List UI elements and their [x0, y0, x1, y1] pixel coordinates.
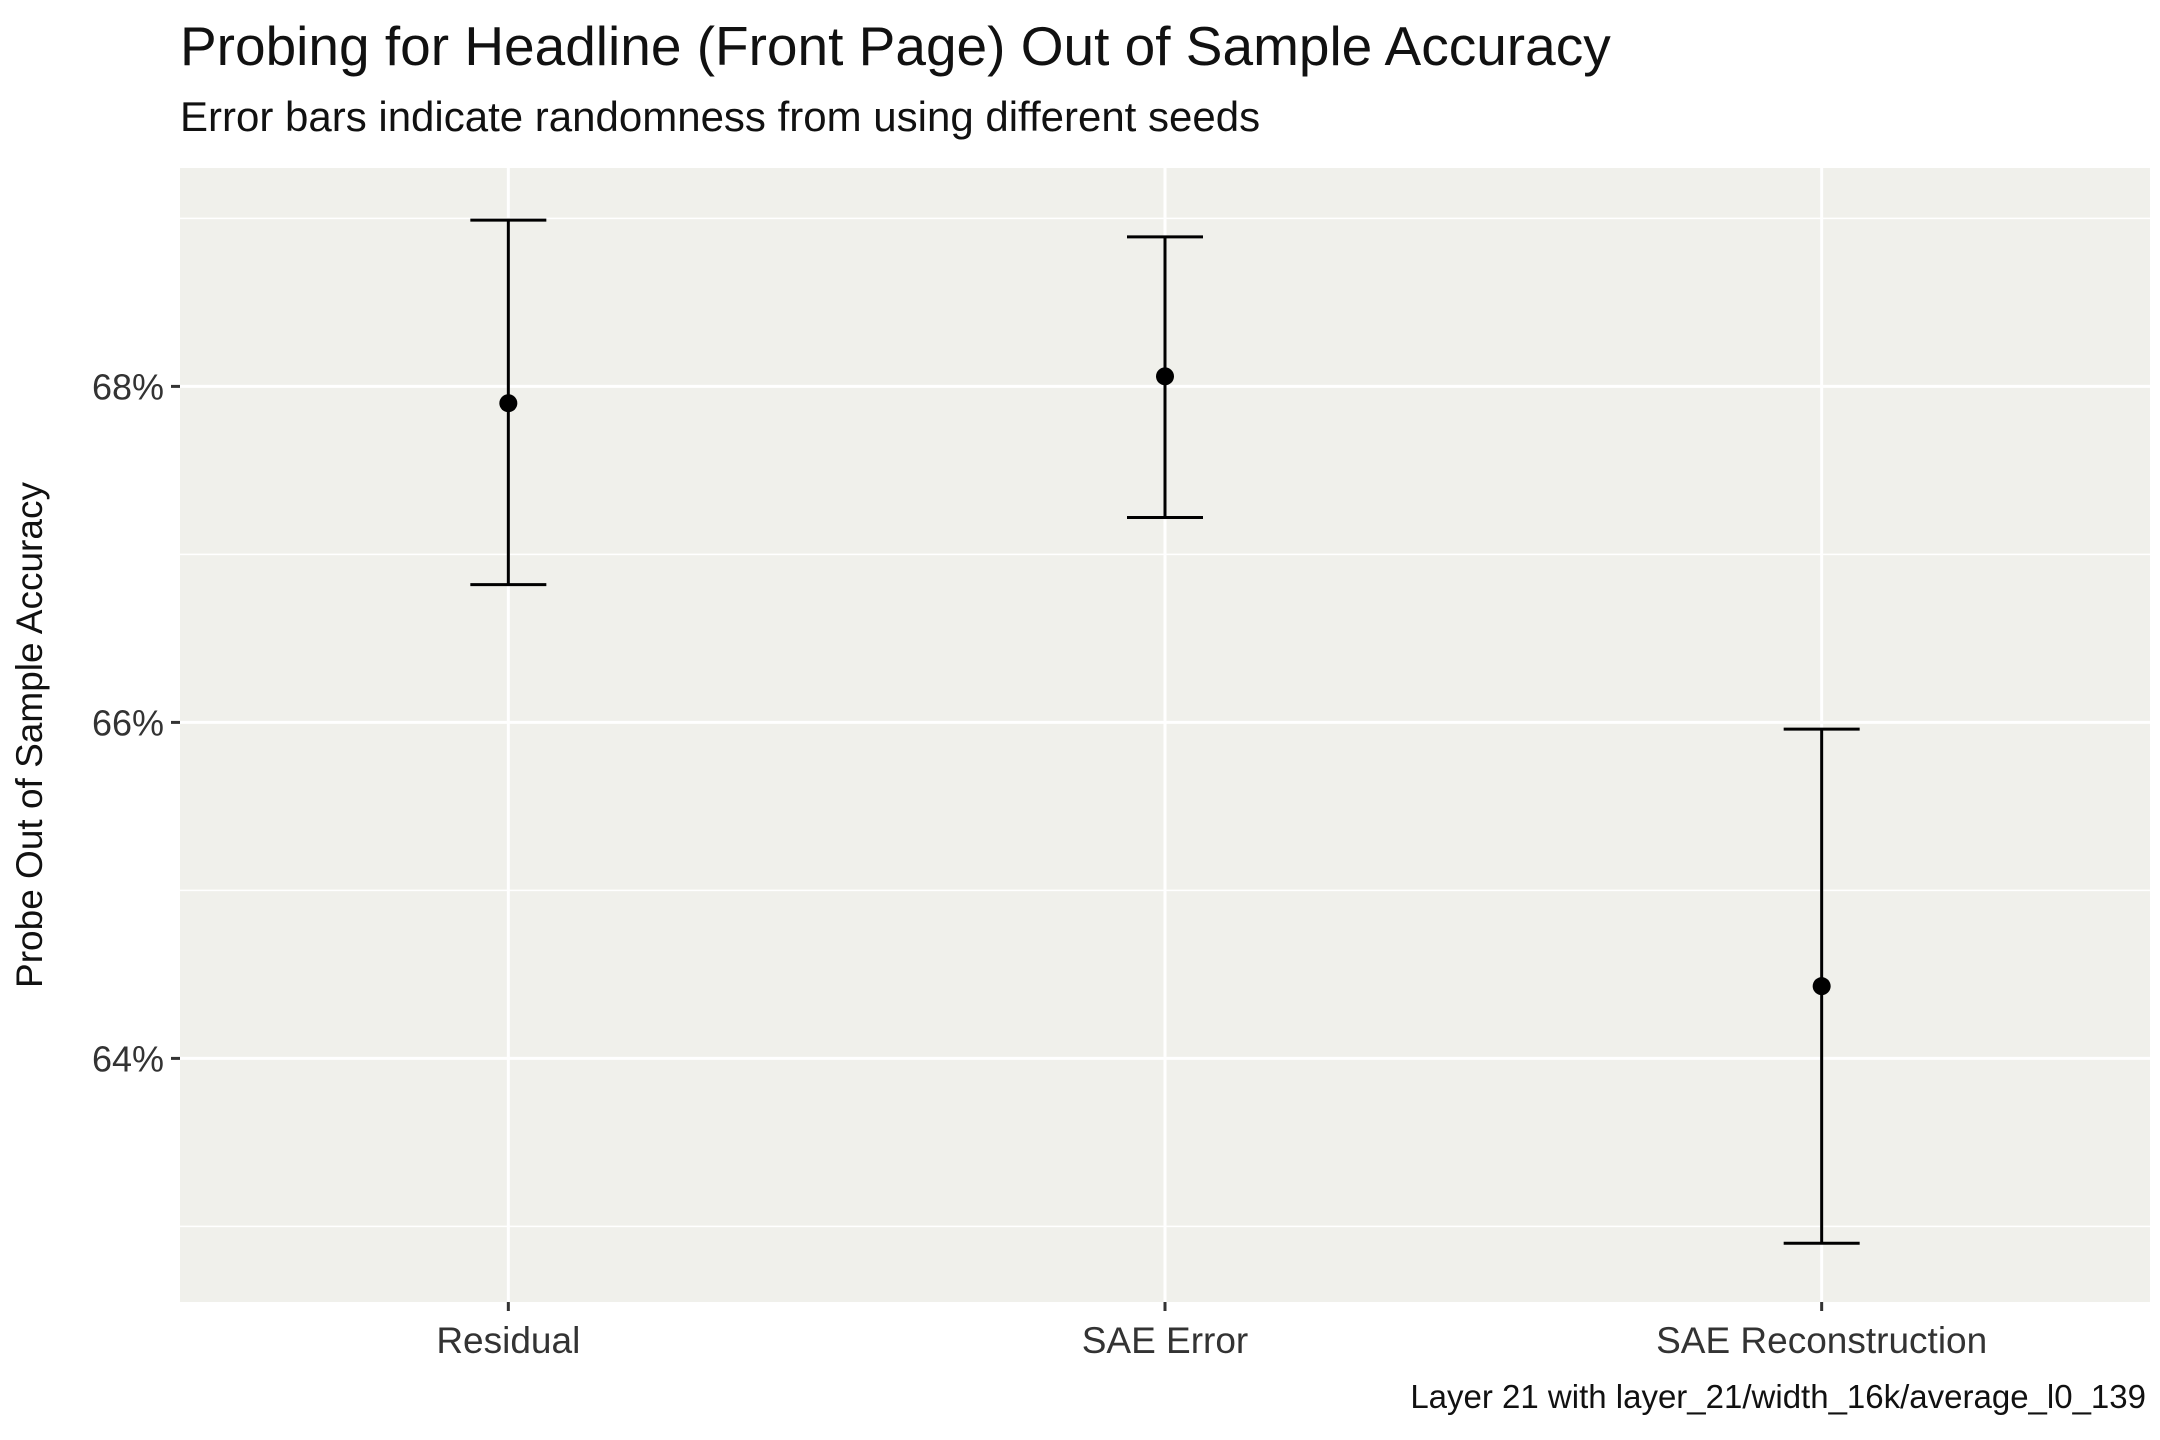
data-point — [499, 394, 517, 412]
y-tick-label: 64% — [92, 1038, 164, 1079]
y-axis-label: Probe Out of Sample Accuracy — [9, 482, 50, 988]
data-point — [1156, 367, 1174, 385]
x-tick-label: SAE Reconstruction — [1656, 1320, 1987, 1361]
y-tick-label: 68% — [92, 366, 164, 407]
chart-caption: Layer 21 with layer_21/width_16k/average… — [1410, 1378, 2146, 1416]
data-point — [1813, 977, 1831, 995]
x-tick-label: SAE Error — [1082, 1320, 1249, 1361]
y-axis: 64% 66% 68% — [92, 366, 180, 1079]
y-tick-label: 66% — [92, 702, 164, 743]
x-axis: Residual SAE Error SAE Reconstruction — [436, 1302, 1987, 1361]
x-tick-label: Residual — [436, 1320, 580, 1361]
